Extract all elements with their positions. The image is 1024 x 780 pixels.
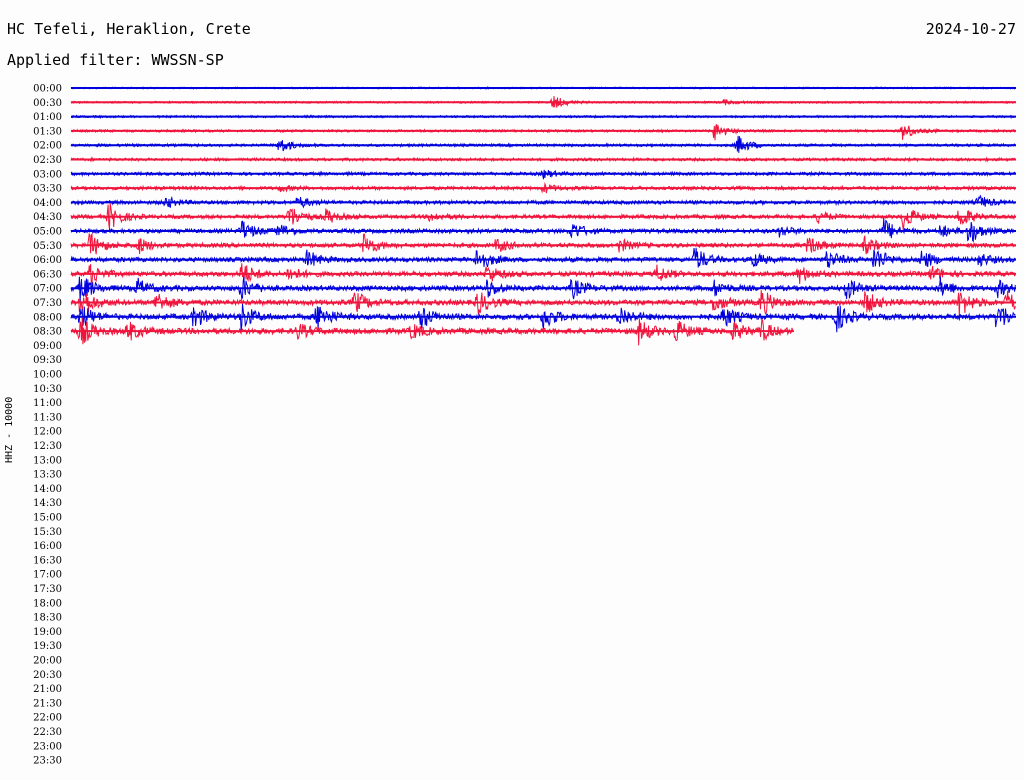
tick-label-12: 06:00 xyxy=(33,255,62,266)
tick-label-23: 11:30 xyxy=(33,412,62,423)
trace-row-05:00 xyxy=(70,218,1016,243)
tick-label-0: 00:00 xyxy=(33,84,62,95)
tick-label-5: 02:30 xyxy=(33,155,62,166)
trace-row-07:00 xyxy=(70,276,1016,303)
tick-label-4: 02:00 xyxy=(33,141,62,152)
tick-label-27: 13:30 xyxy=(33,470,62,481)
tick-label-45: 22:30 xyxy=(33,727,62,738)
tick-label-7: 03:30 xyxy=(33,184,62,195)
trace-row-03:00 xyxy=(70,169,1016,180)
tick-label-31: 15:30 xyxy=(33,527,62,538)
tick-label-20: 10:00 xyxy=(33,370,62,381)
trace-row-02:30 xyxy=(70,156,1016,163)
trace-row-08:30 xyxy=(70,317,794,346)
tick-label-43: 21:30 xyxy=(33,698,62,709)
tick-label-32: 16:00 xyxy=(33,541,62,552)
tick-label-40: 20:00 xyxy=(33,656,62,667)
trace-row-02:00 xyxy=(70,135,1016,153)
tick-label-9: 04:30 xyxy=(33,212,62,223)
trace-row-04:30 xyxy=(70,203,1016,231)
tick-label-14: 07:00 xyxy=(33,284,62,295)
record-date: 2024-10-27 xyxy=(925,20,1016,38)
tick-label-39: 19:30 xyxy=(33,641,62,652)
filter-label: Applied filter: WWSSN-SP xyxy=(7,51,224,69)
trace-row-01:00 xyxy=(71,114,1016,119)
tick-label-44: 22:00 xyxy=(33,713,62,724)
tick-label-8: 04:00 xyxy=(33,198,62,209)
trace-row-08:00 xyxy=(70,303,1016,333)
tick-label-38: 19:00 xyxy=(33,627,62,638)
tick-label-47: 23:30 xyxy=(33,756,62,767)
trace-row-05:30 xyxy=(70,232,1016,255)
trace-row-00:00 xyxy=(70,86,1016,90)
tick-label-41: 20:30 xyxy=(33,670,62,681)
tick-label-6: 03:00 xyxy=(33,169,62,180)
tick-label-36: 18:00 xyxy=(33,598,62,609)
trace-row-06:30 xyxy=(70,263,1016,286)
tick-label-34: 17:00 xyxy=(33,570,62,581)
tick-label-16: 08:00 xyxy=(33,312,62,323)
tick-label-30: 15:00 xyxy=(33,513,62,524)
tick-label-37: 18:30 xyxy=(33,613,62,624)
trace-row-03:30 xyxy=(70,181,1016,194)
seismic-traces xyxy=(70,86,1016,346)
trace-row-01:30 xyxy=(70,124,1016,141)
tick-label-19: 09:30 xyxy=(33,355,62,366)
tick-label-28: 14:00 xyxy=(33,484,62,495)
tick-label-22: 11:00 xyxy=(33,398,62,409)
tick-label-21: 10:30 xyxy=(33,384,62,395)
trace-row-00:30 xyxy=(70,96,1016,108)
tick-label-1: 00:30 xyxy=(33,98,62,109)
tick-label-10: 05:00 xyxy=(33,227,62,238)
trace-row-06:00 xyxy=(70,247,1016,268)
tick-label-42: 21:00 xyxy=(33,684,62,695)
tick-label-13: 06:30 xyxy=(33,269,62,280)
tick-label-24: 12:00 xyxy=(33,427,62,438)
tick-label-18: 09:00 xyxy=(33,341,62,352)
tick-label-15: 07:30 xyxy=(33,298,62,309)
tick-label-26: 13:00 xyxy=(33,455,62,466)
tick-label-11: 05:30 xyxy=(33,241,62,252)
tick-label-17: 08:30 xyxy=(33,327,62,338)
tick-label-2: 01:00 xyxy=(33,112,62,123)
tick-label-46: 23:00 xyxy=(33,741,62,752)
tick-label-3: 01:30 xyxy=(33,126,62,137)
tick-label-25: 12:30 xyxy=(33,441,62,452)
tick-label-33: 16:30 xyxy=(33,555,62,566)
tick-label-35: 17:30 xyxy=(33,584,62,595)
trace-row-07:30 xyxy=(70,290,1016,316)
trace-row-04:00 xyxy=(70,194,1016,209)
time-tick-labels: 00:00 00:30 01:00 01:30 02:00 02:30 03:00 03:30… xyxy=(33,84,62,767)
tick-label-29: 14:30 xyxy=(33,498,62,509)
station-title: HC Tefeli, Heraklion, Crete xyxy=(7,20,251,38)
